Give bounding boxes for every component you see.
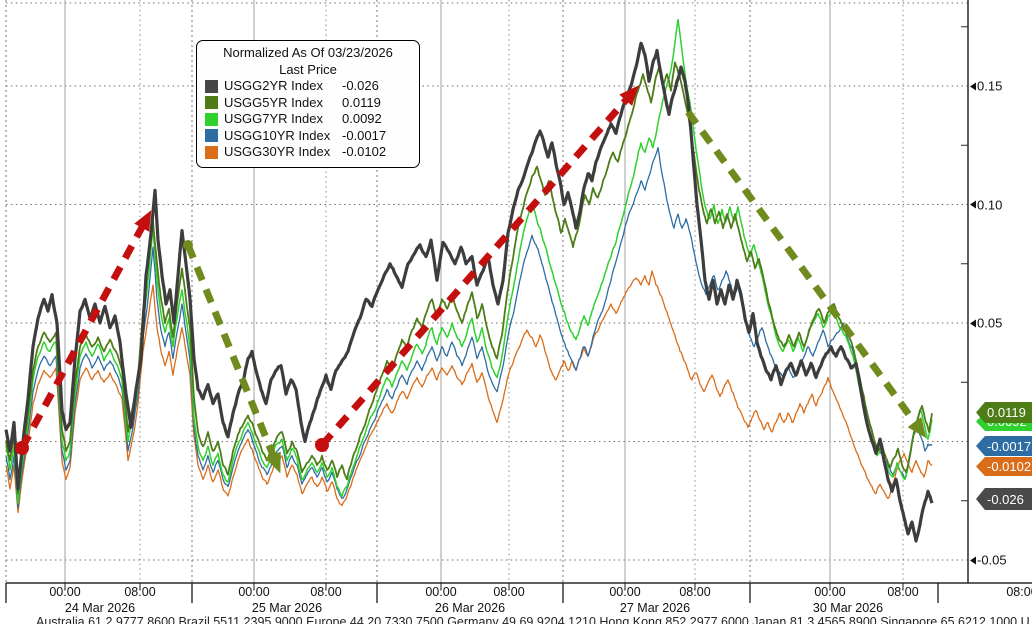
time-label-0800: 08:00	[124, 585, 156, 599]
last-price-tag--0.0102: -0.0102	[976, 457, 1032, 476]
time-label-0000: 00:00	[49, 585, 81, 599]
last-price-tag-0.0119: 0.0119	[976, 402, 1032, 423]
legend-item-usgg30yr: USGG30YR Index -0.0102	[205, 144, 411, 161]
date-label: 25 Mar 2026	[251, 601, 323, 615]
time-label-0000: 00:00	[425, 585, 457, 599]
date-label: 24 Mar 2026	[64, 601, 136, 615]
date-label: 27 Mar 2026	[619, 601, 691, 615]
tick-pointer-icon	[970, 319, 976, 327]
legend-series-name: USGG10YR Index	[224, 127, 331, 143]
legend-swatch-icon	[205, 112, 218, 126]
legend-item-usgg5yr: USGG5YR Index 0.0119	[205, 95, 411, 112]
legend-swatch-icon	[205, 145, 218, 159]
legend-swatch-icon	[205, 96, 218, 110]
legend-series-value: 0.0092	[342, 111, 382, 126]
time-label-edge-clipped: 08:00	[1006, 585, 1032, 599]
tick-pointer-icon	[970, 200, 976, 209]
footer-contact-line: Australia 61 2 9777 8600 Brazil 5511 239…	[36, 615, 1032, 624]
legend-series-name: USGG30YR Index	[224, 144, 331, 159]
legend-item-usgg7yr: USGG7YR Index 0.0092	[205, 111, 411, 128]
legend-swatch-icon	[205, 79, 218, 93]
legend-title: Normalized As Of 03/23/2026	[223, 45, 393, 60]
legend-item-usgg10yr: USGG10YR Index -0.0017	[205, 128, 411, 145]
tick-pointer-icon	[970, 556, 976, 564]
time-label-0000: 00:00	[238, 585, 270, 599]
last-price-tag--0.0017: -0.0017	[976, 436, 1032, 456]
legend-swatch-icon	[205, 129, 218, 143]
y-tick-label-0.15: 0.15	[970, 79, 1002, 94]
time-label-0800: 08:00	[493, 585, 525, 599]
legend-series-name: USGG5YR Index	[224, 94, 323, 110]
legend-series-value: -0.0017	[342, 127, 387, 143]
y-tick-label-0.10: 0.10	[970, 197, 1002, 212]
legend-series-value: -0.0102	[342, 144, 387, 159]
time-label-0800: 08:00	[310, 585, 342, 599]
legend-series-value: 0.0119	[342, 94, 381, 110]
date-label: 30 Mar 2026	[812, 601, 884, 615]
legend-subtitle: Last Price	[279, 61, 337, 77]
last-price-tag--0.026: -0.026	[976, 488, 1032, 510]
legend-series-value: -0.026	[342, 78, 379, 93]
time-label-0800: 08:00	[679, 585, 711, 599]
time-label-0800: 08:00	[887, 585, 919, 599]
date-label: 26 Mar 2026	[434, 601, 506, 615]
legend-series-name: USGG7YR Index	[224, 111, 323, 126]
time-label-0000: 00:00	[814, 585, 846, 599]
y-tick-label--0.05: -0.05	[970, 553, 1007, 568]
legend-item-usgg2yr: USGG2YR Index -0.026	[205, 78, 411, 95]
y-tick-label-0.05: 0.05	[970, 316, 1002, 331]
time-label-0000: 00:00	[609, 585, 641, 599]
chart-legend: Normalized As Of 03/23/2026 Last Price U…	[196, 40, 420, 168]
legend-series-name: USGG2YR Index	[224, 78, 323, 93]
tick-pointer-icon	[970, 82, 976, 90]
